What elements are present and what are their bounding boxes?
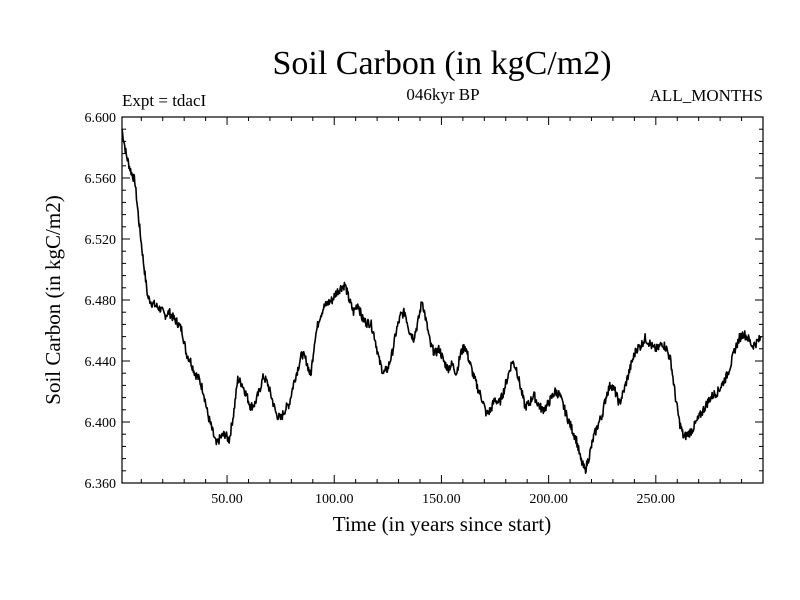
x-tick-labels: 50.00 100.00 150.00 200.00 250.00 [211,492,675,507]
y-tick-labels: 6.360 6.400 6.440 6.480 6.520 6.560 6.600 [85,111,117,492]
y-tick-label: 6.440 [85,355,117,370]
chart-title: Soil Carbon (in kgC/m2) [272,45,611,82]
y-tick-label: 6.360 [85,477,117,492]
y-tick-label: 6.480 [85,294,117,309]
y-tick-label: 6.560 [85,172,117,187]
x-tick-label: 200.00 [529,492,568,507]
soil-carbon-series-line [121,129,762,474]
y-tick-label: 6.520 [85,233,117,248]
months-label: ALL_MONTHS [650,86,763,105]
x-axis-label: Time (in years since start) [333,512,552,536]
y-tick-label: 6.600 [85,111,117,126]
x-tick-label: 100.00 [315,492,354,507]
experiment-label: Expt = tdacI [122,91,207,110]
axis-ticks [122,117,763,483]
x-tick-label: 150.00 [422,492,461,507]
x-tick-label: 250.00 [637,492,676,507]
y-tick-label: 6.400 [85,416,117,431]
x-tick-label: 50.00 [211,492,243,507]
plot-frame [121,116,764,484]
chart-subtitle: 046kyr BP [406,85,479,104]
y-axis-label: Soil Carbon (in kgC/m2) [41,195,65,404]
